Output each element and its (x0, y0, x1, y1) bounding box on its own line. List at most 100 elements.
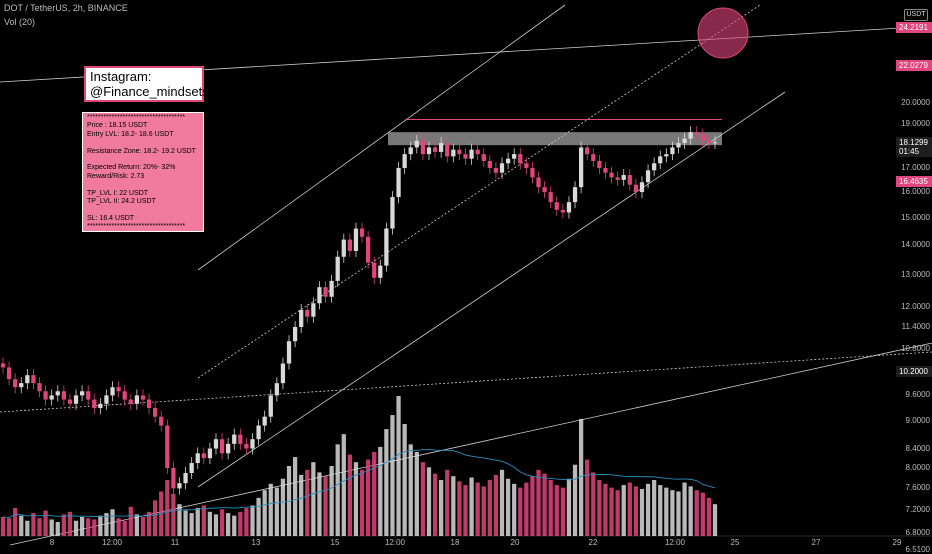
volume-bar (445, 469, 450, 536)
volume-bar (432, 473, 438, 536)
candle-body (524, 163, 529, 168)
price-tick-label: 7.6000 (905, 483, 930, 493)
volume-bar (396, 396, 401, 536)
candle-body (566, 202, 572, 213)
volume-bar (19, 515, 24, 536)
time-tick-label: 18 (450, 538, 460, 547)
candle-body (104, 395, 109, 404)
symbol-title: DOT / TetherUS, 2h, BINANCE (4, 3, 128, 13)
volume-bar (268, 483, 273, 536)
volume-bar (25, 520, 30, 536)
candle-body (652, 163, 657, 171)
candle-body (305, 309, 310, 317)
volume-bar (299, 474, 304, 536)
candle-body (153, 408, 158, 417)
candle-body (55, 391, 60, 396)
support-dotted-line (0, 351, 932, 413)
candle-body (481, 154, 486, 161)
price-tick-label: 8.0000 (905, 462, 930, 472)
candle-body (6, 367, 12, 380)
price-tick-label: 9.0000 (905, 416, 930, 426)
volume-bar (311, 462, 316, 536)
price-tick-label: 6.8000 (905, 527, 930, 537)
candle-body (578, 147, 584, 188)
candle-body (201, 453, 206, 459)
candle-body (92, 399, 97, 409)
volume-bar (439, 480, 444, 536)
info-line: Price : 18.15 USDT (87, 122, 148, 130)
volume-bar (451, 476, 456, 536)
price-tick-label: 15.0000 (901, 212, 930, 222)
volume-bar (597, 480, 602, 536)
price-tag: 24.2191 (896, 22, 932, 34)
candle-body (116, 387, 121, 392)
volume-bar (469, 477, 474, 536)
candle-body (347, 239, 353, 251)
candle-body (311, 303, 316, 317)
candle-body (359, 228, 365, 237)
price-tick-label: 10.8000 (901, 343, 930, 353)
candle-body (226, 443, 231, 454)
candle-body (572, 187, 578, 203)
volume-bar (603, 483, 608, 536)
candle-body (426, 147, 432, 155)
time-tick-label: 8 (49, 538, 55, 547)
volume-bar (578, 418, 584, 536)
candle-body (475, 149, 480, 155)
volume-bar (682, 482, 687, 536)
volume-bar (524, 482, 529, 536)
candle-body (548, 192, 553, 203)
volume-bar (305, 469, 310, 536)
info-line: Entry LVL: 18.2- 18.6 USDT (87, 130, 174, 138)
candle-body (445, 142, 450, 157)
info-line: Reward/Risk: 2.73 (87, 172, 145, 180)
volume-bar (128, 506, 133, 536)
candle-body (432, 147, 438, 152)
candle-body (402, 154, 407, 168)
volume-indicator-label[interactable]: Vol (20) (4, 17, 36, 27)
volume-bar (37, 518, 42, 536)
price-tick-label: 8.4000 (905, 443, 930, 453)
price-tick-label: 13.0000 (901, 269, 930, 279)
volume-bar (487, 480, 492, 536)
time-tick-label: 13 (251, 538, 261, 547)
candle-body (542, 187, 547, 193)
candle-body (560, 209, 565, 213)
price-tick-label: 12.0000 (901, 301, 930, 311)
volume-bar (372, 452, 377, 536)
volume-bar (585, 459, 590, 536)
volume-bar (256, 497, 261, 536)
instagram-annotation: Instagram: @Finance_mindsets (84, 66, 209, 102)
volume-bar (92, 519, 97, 536)
volume-bar (633, 486, 639, 536)
volume-bar (329, 466, 334, 536)
volume-bar (694, 490, 699, 536)
candle-body (487, 160, 492, 168)
candle-body (171, 467, 176, 489)
candle-body (213, 439, 219, 449)
volume-bar (317, 472, 322, 536)
candle-body (195, 453, 200, 464)
volume-bar (645, 483, 651, 536)
volume-bar (195, 508, 200, 536)
candle-body (134, 395, 140, 404)
candle-body (712, 142, 718, 144)
time-tick-label: 29 (892, 538, 902, 547)
candle-body (98, 403, 103, 409)
candle-body (633, 184, 639, 193)
candle-body (73, 395, 79, 404)
candle-body (122, 391, 127, 400)
candle-body (0, 363, 6, 368)
volume-ma-line (2, 449, 716, 519)
volume-bar (274, 487, 279, 536)
candle-body (299, 309, 304, 327)
price-tag: 22.0279 (896, 59, 932, 71)
currency-button[interactable]: USDT (904, 9, 928, 21)
candle-body (341, 239, 346, 257)
time-tick-label: 25 (730, 538, 740, 547)
volume-bar (621, 485, 626, 536)
candle-body (262, 416, 267, 426)
volume-bar (238, 511, 243, 536)
candle-body (451, 149, 456, 157)
